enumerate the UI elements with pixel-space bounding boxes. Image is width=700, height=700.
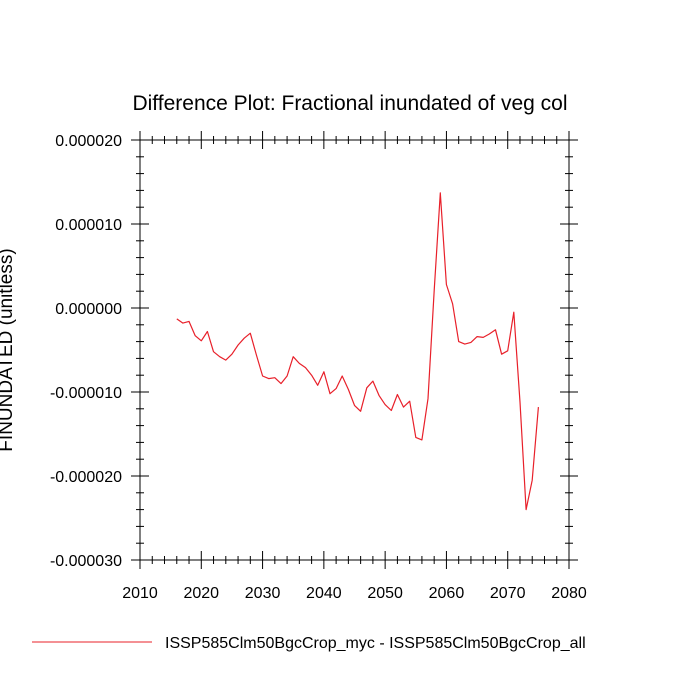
y-tick-label: -0.000020 — [50, 469, 122, 486]
x-tick-label: 2050 — [367, 585, 403, 602]
y-tick-label: 0.000020 — [55, 133, 122, 150]
y-tick-label: -0.000010 — [50, 385, 122, 402]
y-tick-label: -0.000030 — [50, 553, 122, 570]
axis-ticks: 2010 2020 2030 2040 2050 2060 2070 2080 -0.00003… — [50, 131, 587, 602]
y-tick-label: 0.000000 — [55, 301, 122, 318]
x-tick-label: 2030 — [245, 585, 281, 602]
series-layer — [176, 192, 539, 511]
legend-label: ISSP585Clm50BgcCrop_myc - ISSP585Clm50Bg… — [165, 635, 586, 652]
x-tick-label: 2040 — [306, 585, 342, 602]
plot-frame — [139, 139, 570, 561]
x-tick-label: 2010 — [122, 585, 158, 602]
x-tick-label: 2080 — [551, 585, 587, 602]
x-tick-label: 2060 — [429, 585, 465, 602]
x-tick-label: 2070 — [490, 585, 526, 602]
y-axis-label: FINUNDATED (unitless) — [0, 248, 17, 451]
chart-title: Difference Plot: Fractional inundated of… — [132, 92, 567, 115]
x-tick-label: 2020 — [183, 585, 219, 602]
legend: ISSP585Clm50BgcCrop_myc - ISSP585Clm50Bg… — [32, 635, 586, 652]
series-line — [176, 192, 539, 511]
y-tick-label: 0.000010 — [55, 217, 122, 234]
